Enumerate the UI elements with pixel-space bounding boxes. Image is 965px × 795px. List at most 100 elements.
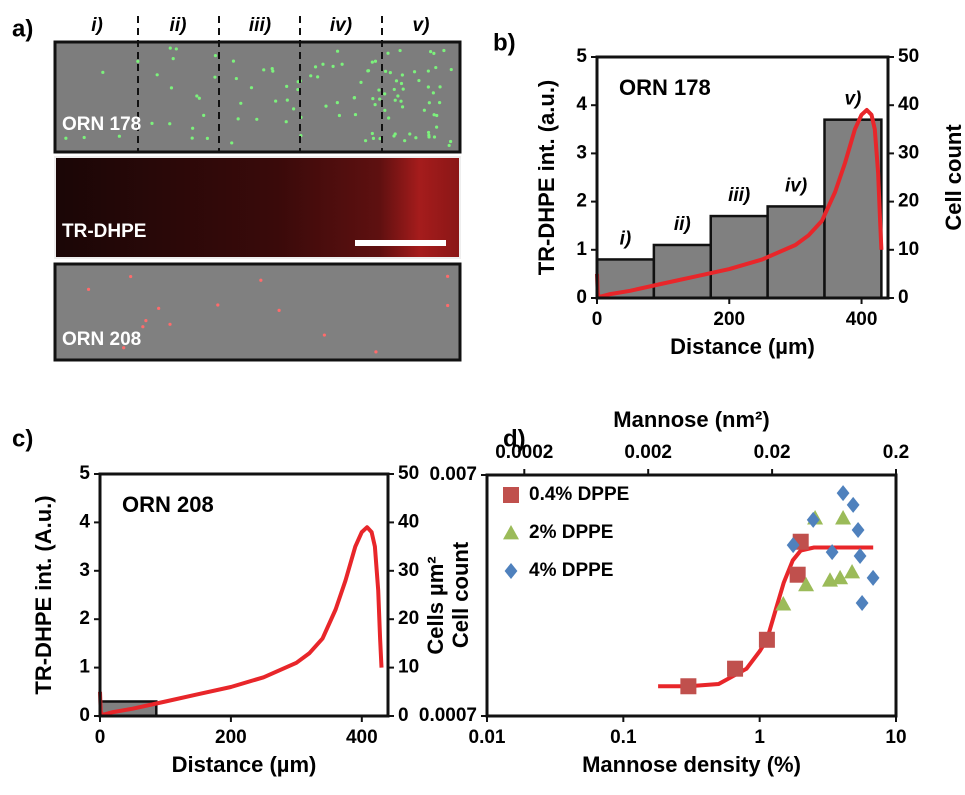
y-axis-label: TR-DHPE int. (A.u.) <box>31 495 56 694</box>
y-tick-label: 1 <box>576 239 587 260</box>
cell-dot <box>144 319 147 322</box>
x-tick-label: 200 <box>713 309 745 330</box>
cell-dot <box>321 63 324 66</box>
cell-dot <box>428 101 431 104</box>
cell-dot <box>392 134 395 137</box>
cell-dot <box>323 333 326 336</box>
y-tick-label: 5 <box>79 463 90 484</box>
cell-dot <box>206 137 209 140</box>
region-label: iv) <box>330 15 352 36</box>
cell-dot <box>255 118 258 121</box>
cell-dot <box>417 79 420 82</box>
cell-dot <box>393 88 396 91</box>
cell-dot <box>432 113 435 116</box>
cell-dot <box>172 57 175 60</box>
cell-dot <box>446 304 449 307</box>
cell-dot <box>216 303 219 306</box>
cell-dot <box>354 113 357 116</box>
annotation: ORN 178 <box>619 75 711 100</box>
figure: a)b)c)d)i)ii)iii)iv)v)ORN 178TR-DHPEORN … <box>0 0 965 795</box>
cell-dot <box>399 100 402 103</box>
cell-dot <box>383 92 386 95</box>
cell-dot <box>377 88 380 91</box>
y2-tick-label: 20 <box>398 608 419 629</box>
annotation: ORN 208 <box>122 492 214 517</box>
cell-dot <box>371 61 374 64</box>
x-tick-label: 10 <box>885 727 906 748</box>
cell-dot <box>285 120 288 123</box>
cell-dot <box>423 109 426 112</box>
cell-dot <box>438 101 441 104</box>
cell-dot <box>191 136 194 139</box>
cell-dot <box>414 136 417 139</box>
cell-dot <box>359 81 362 84</box>
image-strip <box>55 42 460 152</box>
cell-dot <box>408 132 411 135</box>
cell-dot <box>237 117 240 120</box>
cell-dot <box>232 59 235 62</box>
point <box>727 661 743 677</box>
cell-dot <box>371 132 374 135</box>
cell-dot <box>336 101 339 104</box>
y-tick-label: 1 <box>79 657 90 678</box>
y-tick-label: 0 <box>576 287 587 308</box>
cell-dot <box>259 279 262 282</box>
cell-dot <box>168 122 171 125</box>
cell-dot <box>316 75 319 78</box>
y-tick-label: 0.007 <box>429 464 477 485</box>
cell-dot <box>371 97 374 100</box>
legend-label: 2% DPPE <box>529 522 613 543</box>
cell-dot <box>434 66 437 69</box>
y2-tick-label: 10 <box>398 657 419 678</box>
y-tick-label: 0 <box>79 705 90 726</box>
cell-dot <box>435 126 438 129</box>
cell-dot <box>383 109 386 112</box>
cell-dot <box>296 88 299 91</box>
cell-dot <box>429 50 432 53</box>
point <box>790 567 806 583</box>
x-tick-label: 0.1 <box>610 727 637 748</box>
cell-dot <box>364 139 367 142</box>
cell-dot <box>314 65 317 68</box>
cell-dot <box>157 307 160 310</box>
point <box>854 548 867 564</box>
y-tick-label: 0.0007 <box>419 705 477 726</box>
cell-dot <box>292 107 295 110</box>
cell-dot <box>413 70 416 73</box>
cell-dot <box>129 275 132 278</box>
region-label: iii) <box>249 15 271 36</box>
x2-tick-label: 0.002 <box>624 442 672 463</box>
bar-label: ii) <box>674 214 691 235</box>
point <box>856 595 869 611</box>
cell-dot <box>427 131 430 134</box>
bar <box>825 120 882 298</box>
y-tick-label: 2 <box>576 191 587 212</box>
cell-dot <box>191 127 194 130</box>
bar-label: i) <box>620 228 632 249</box>
point <box>835 510 851 524</box>
cell-dot <box>118 135 121 138</box>
point <box>867 570 880 586</box>
x-axis-label: Distance (µm) <box>172 752 317 777</box>
point <box>680 678 696 694</box>
cell-dot <box>213 76 216 79</box>
cell-dot <box>427 69 430 72</box>
y2-tick-label: 30 <box>898 142 919 163</box>
x2-axis-label: Mannose (nm²) <box>613 407 769 432</box>
y-tick-label: 3 <box>79 560 90 581</box>
cell-dot <box>250 86 253 89</box>
x-tick-label: 1 <box>754 727 765 748</box>
cell-dot <box>387 116 390 119</box>
cell-dot <box>374 350 377 353</box>
y2-tick-label: 0 <box>898 287 909 308</box>
strip-label: ORN 178 <box>62 114 141 135</box>
y-tick-label: 4 <box>576 94 587 115</box>
cell-dot <box>141 325 144 328</box>
cell-dot <box>449 140 452 143</box>
cell-dot <box>195 94 198 97</box>
panel-label: b) <box>493 29 516 56</box>
cell-dot <box>338 114 341 117</box>
y2-tick-label: 0 <box>398 705 409 726</box>
x-tick-label: 400 <box>346 727 378 748</box>
cell-dot <box>378 98 381 101</box>
